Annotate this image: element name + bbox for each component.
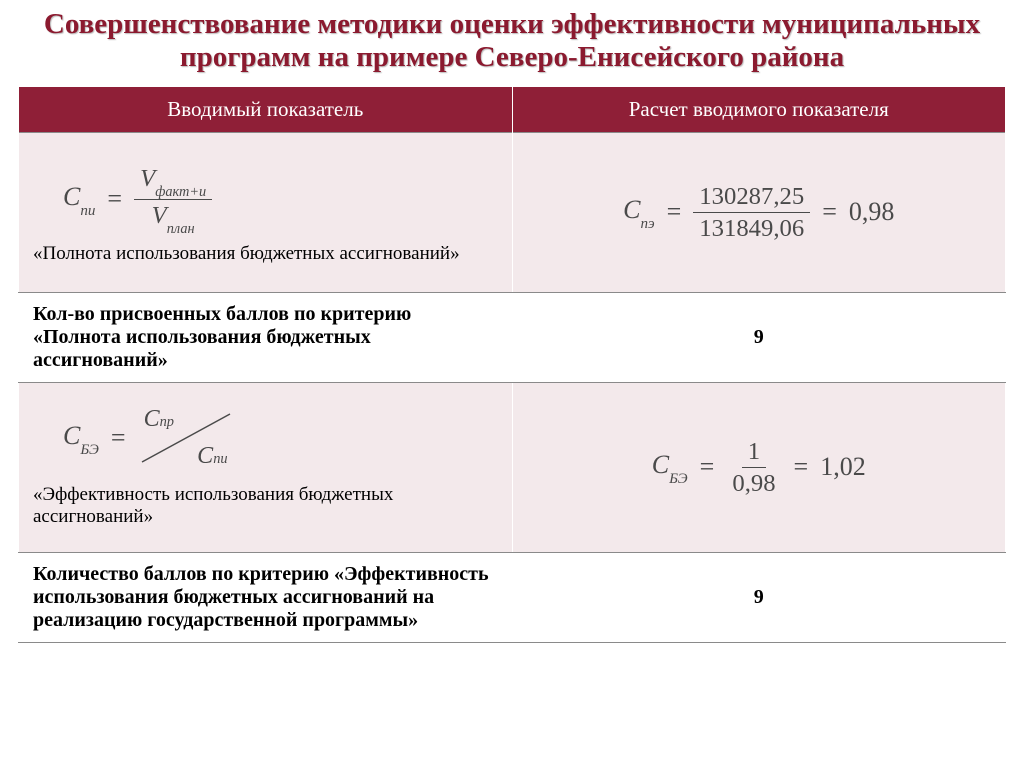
row2-label: Кол-во присвоенных баллов по критерию «П… (19, 292, 513, 382)
row2-value: 9 (512, 292, 1006, 382)
row1-description: «Полнота использования бюджетных ассигно… (33, 243, 498, 265)
table-row: Cпи = Vфакт+и Vплан «Полнота использован… (19, 132, 1006, 292)
row3-indicator-cell: CБЭ = Cпр Cпи «Эффективность использован… (19, 382, 513, 552)
header-col-2: Расчет вводимого показателя (512, 87, 1006, 133)
row1-calc-cell: Cпэ = 130287,25 131849,06 = 0,98 (512, 132, 1006, 292)
row3-description: «Эффективность использования бюджетных а… (33, 484, 498, 528)
formula-cbe-lhs: CБЭ = (63, 421, 130, 455)
formula-cbe-diagonal: Cпр Cпи (136, 406, 236, 470)
row1-indicator-cell: Cпи = Vфакт+и Vплан «Полнота использован… (19, 132, 513, 292)
row4-label: Количество баллов по критерию «Эффективн… (19, 552, 513, 642)
indicators-table: Вводимый показатель Расчет вводимого пок… (18, 87, 1006, 643)
formula-cpi: Cпи = Vфакт+и Vплан (63, 165, 212, 233)
page-title: Совершенствование методики оценки эффект… (0, 0, 1024, 87)
formula-cbe-calc: CБЭ = 1 0,98 = 1,02 (652, 438, 866, 497)
row3-calc-cell: CБЭ = 1 0,98 = 1,02 (512, 382, 1006, 552)
header-col-1: Вводимый показатель (19, 87, 513, 133)
table-row: CБЭ = Cпр Cпи «Эффективность использован… (19, 382, 1006, 552)
table-header-row: Вводимый показатель Расчет вводимого пок… (19, 87, 1006, 133)
row4-value: 9 (512, 552, 1006, 642)
table-row: Кол-во присвоенных баллов по критерию «П… (19, 292, 1006, 382)
table-row: Количество баллов по критерию «Эффективн… (19, 552, 1006, 642)
formula-cpe-calc: Cпэ = 130287,25 131849,06 = 0,98 (623, 183, 894, 242)
